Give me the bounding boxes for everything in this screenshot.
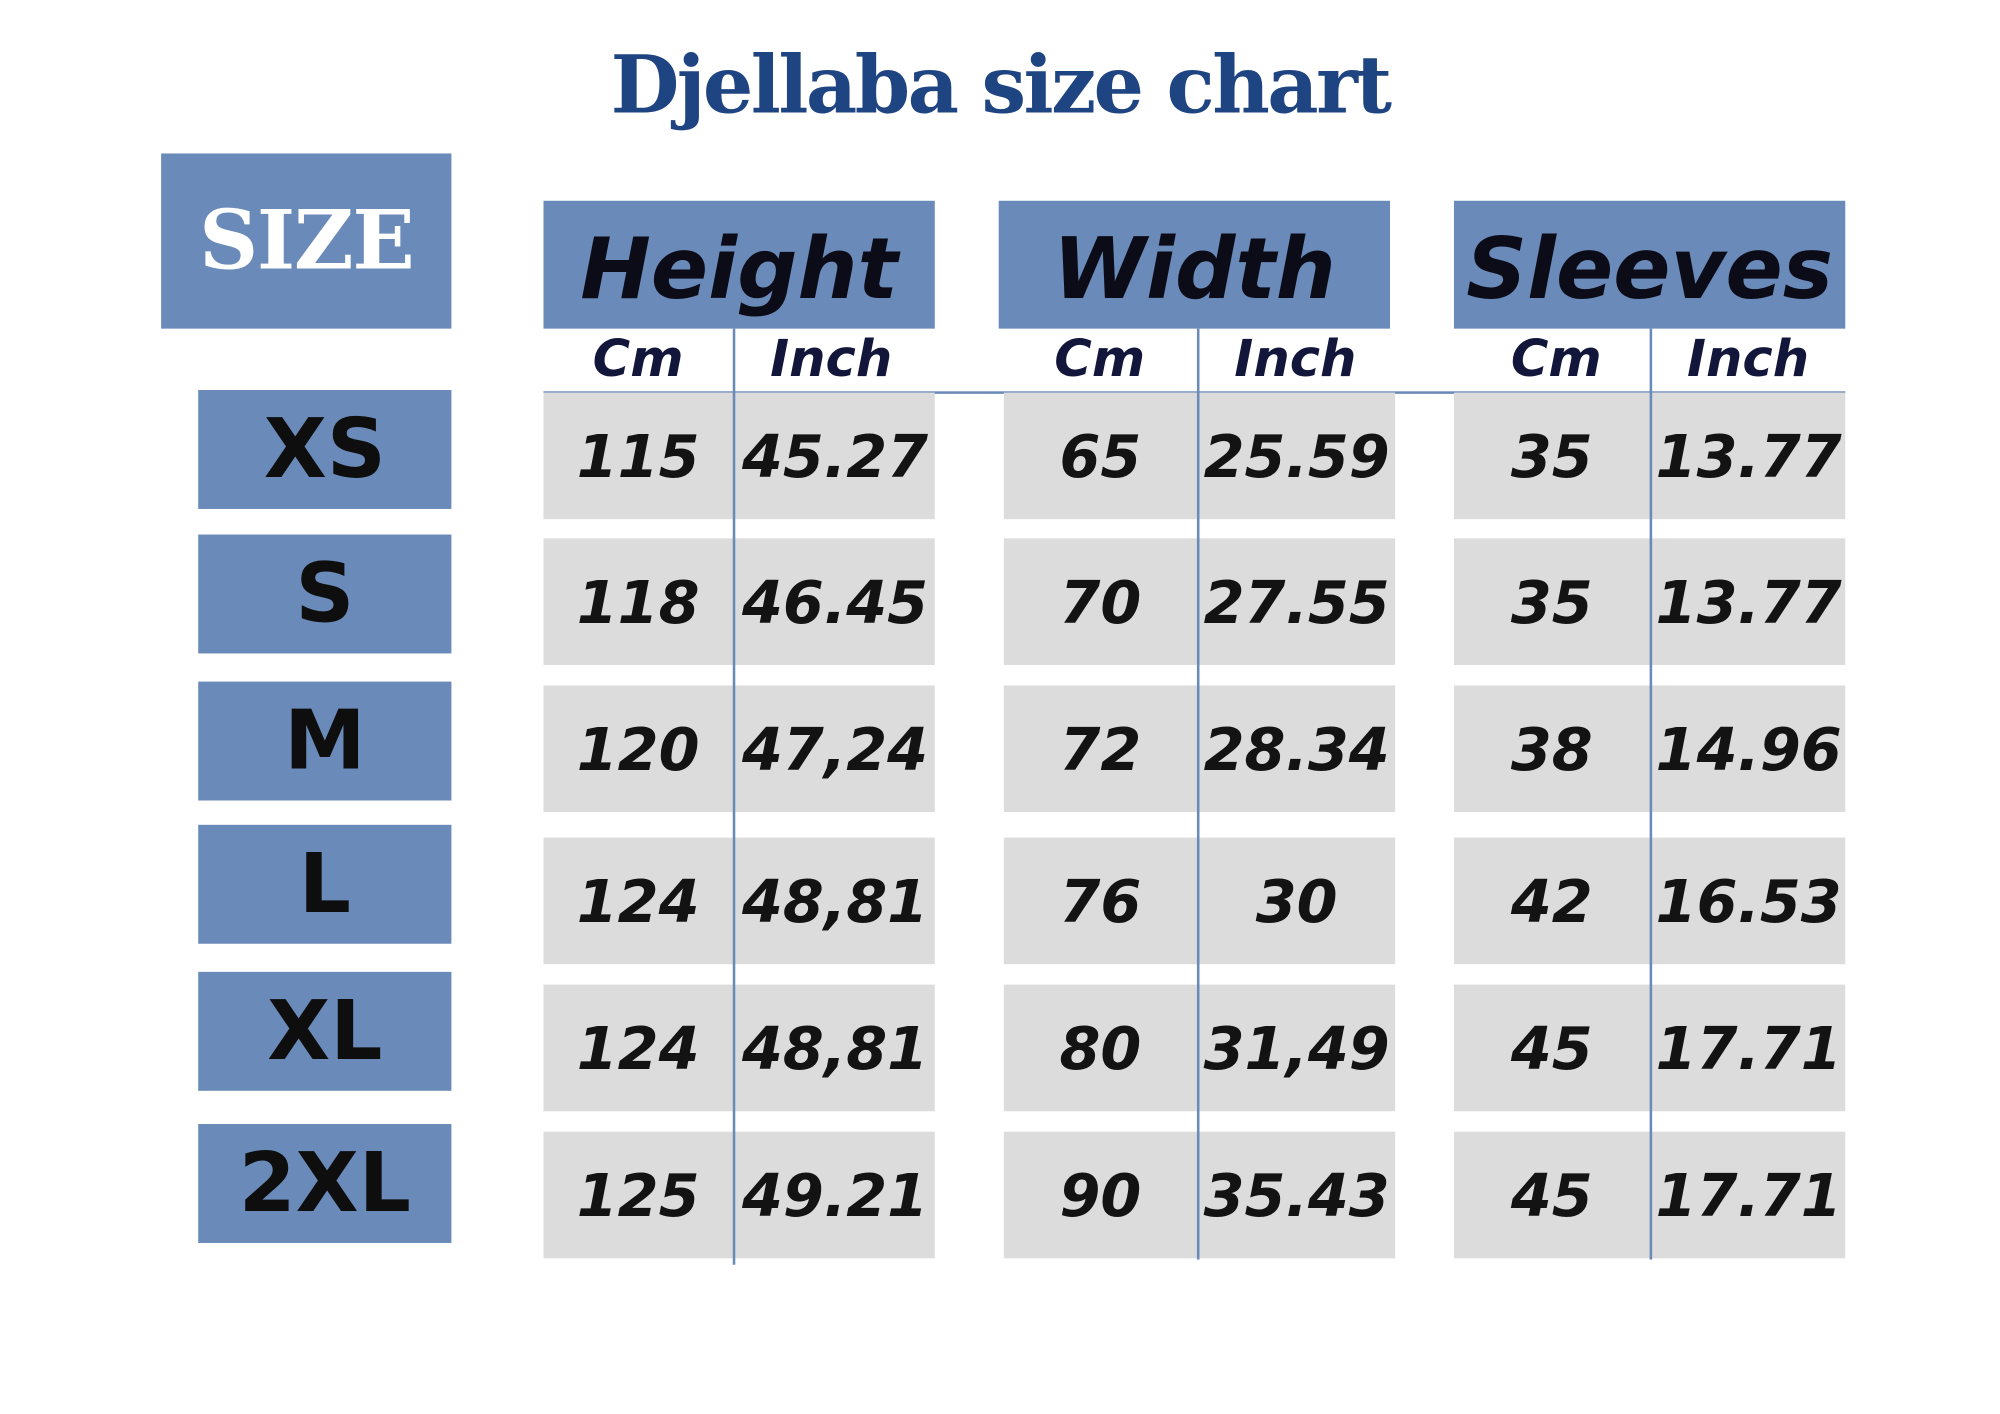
value-sleeves-cm: 42 bbox=[1510, 866, 1593, 936]
width-column-divider bbox=[1196, 328, 1200, 1260]
height-column-divider bbox=[732, 328, 736, 1265]
size-column-header: SIZE bbox=[161, 153, 452, 329]
value-height-inch: 45.27 bbox=[741, 421, 929, 491]
row-background-width bbox=[1003, 538, 1396, 665]
size-label-2xl: 2XL bbox=[198, 1124, 452, 1243]
value-width-inch: 28.34 bbox=[1203, 714, 1390, 784]
unit-header-width-cm: Cm bbox=[1054, 329, 1146, 389]
size-label-s: S bbox=[198, 534, 452, 654]
row-background-height bbox=[543, 984, 935, 1112]
value-height-cm: 120 bbox=[576, 714, 700, 784]
value-width-cm: 72 bbox=[1059, 714, 1142, 784]
value-height-cm: 118 bbox=[576, 567, 700, 637]
group-header-height: Height bbox=[543, 200, 935, 329]
row-background-sleeves bbox=[1453, 538, 1846, 665]
value-sleeves-cm: 45 bbox=[1510, 1160, 1593, 1230]
value-sleeves-cm: 38 bbox=[1510, 714, 1593, 784]
value-height-inch: 48,81 bbox=[741, 866, 929, 936]
unit-header-sleeves-inch: Inch bbox=[1686, 329, 1810, 389]
row-background-width bbox=[1003, 392, 1396, 520]
sleeves-column-divider bbox=[1649, 328, 1653, 1260]
value-width-cm: 70 bbox=[1059, 567, 1142, 637]
value-width-inch: 35.43 bbox=[1203, 1160, 1390, 1230]
value-height-cm: 124 bbox=[576, 866, 700, 936]
value-sleeves-cm: 35 bbox=[1510, 567, 1593, 637]
value-width-cm: 65 bbox=[1059, 421, 1142, 491]
value-width-inch: 25.59 bbox=[1203, 421, 1390, 491]
unit-header-height-cm: Cm bbox=[592, 329, 684, 389]
value-sleeves-cm: 35 bbox=[1510, 421, 1593, 491]
value-sleeves-inch: 17.71 bbox=[1655, 1013, 1842, 1083]
value-width-cm: 76 bbox=[1059, 866, 1142, 936]
value-width-inch: 27.55 bbox=[1203, 567, 1390, 637]
row-background-sleeves bbox=[1453, 984, 1846, 1112]
row-background-sleeves bbox=[1453, 837, 1846, 965]
value-height-inch: 49.21 bbox=[741, 1160, 929, 1230]
value-width-cm: 90 bbox=[1059, 1160, 1142, 1230]
row-background-width bbox=[1003, 984, 1396, 1112]
row-background-height bbox=[543, 538, 935, 665]
group-header-sleeves: Sleeves bbox=[1453, 200, 1846, 329]
unit-header-sleeves-cm: Cm bbox=[1510, 329, 1602, 389]
group-header-width: Width bbox=[998, 200, 1391, 329]
size-label-xs: XS bbox=[198, 390, 452, 509]
row-background-sleeves bbox=[1453, 1131, 1846, 1259]
value-sleeves-inch: 14.96 bbox=[1655, 714, 1842, 784]
value-height-cm: 115 bbox=[576, 421, 700, 491]
chart-title: Djellaba size chart bbox=[610, 38, 1392, 132]
row-background-height bbox=[543, 1131, 935, 1259]
value-sleeves-inch: 16.53 bbox=[1655, 866, 1842, 936]
value-sleeves-inch: 13.77 bbox=[1655, 421, 1842, 491]
row-background-sleeves bbox=[1453, 392, 1846, 520]
value-height-inch: 48,81 bbox=[741, 1013, 929, 1083]
size-label-m: M bbox=[198, 681, 452, 801]
value-width-inch: 31,49 bbox=[1203, 1013, 1390, 1083]
value-sleeves-cm: 45 bbox=[1510, 1013, 1593, 1083]
value-width-inch: 30 bbox=[1255, 866, 1338, 936]
row-background-height bbox=[543, 392, 935, 520]
size-label-xl: XL bbox=[198, 971, 452, 1091]
row-background-width bbox=[1003, 837, 1396, 965]
value-height-cm: 124 bbox=[576, 1013, 700, 1083]
value-height-cm: 125 bbox=[576, 1160, 700, 1230]
value-height-inch: 46.45 bbox=[741, 567, 929, 637]
size-label-l: L bbox=[198, 824, 452, 944]
row-background-height bbox=[543, 685, 935, 813]
row-background-sleeves bbox=[1453, 685, 1846, 813]
unit-header-width-inch: Inch bbox=[1234, 329, 1357, 389]
value-height-inch: 47,24 bbox=[741, 714, 929, 784]
row-background-height bbox=[543, 837, 935, 965]
value-sleeves-inch: 17.71 bbox=[1655, 1160, 1842, 1230]
row-background-width bbox=[1003, 685, 1396, 813]
row-background-width bbox=[1003, 1131, 1396, 1259]
value-width-cm: 80 bbox=[1059, 1013, 1142, 1083]
unit-header-height-inch: Inch bbox=[770, 329, 893, 389]
value-sleeves-inch: 13.77 bbox=[1655, 567, 1842, 637]
